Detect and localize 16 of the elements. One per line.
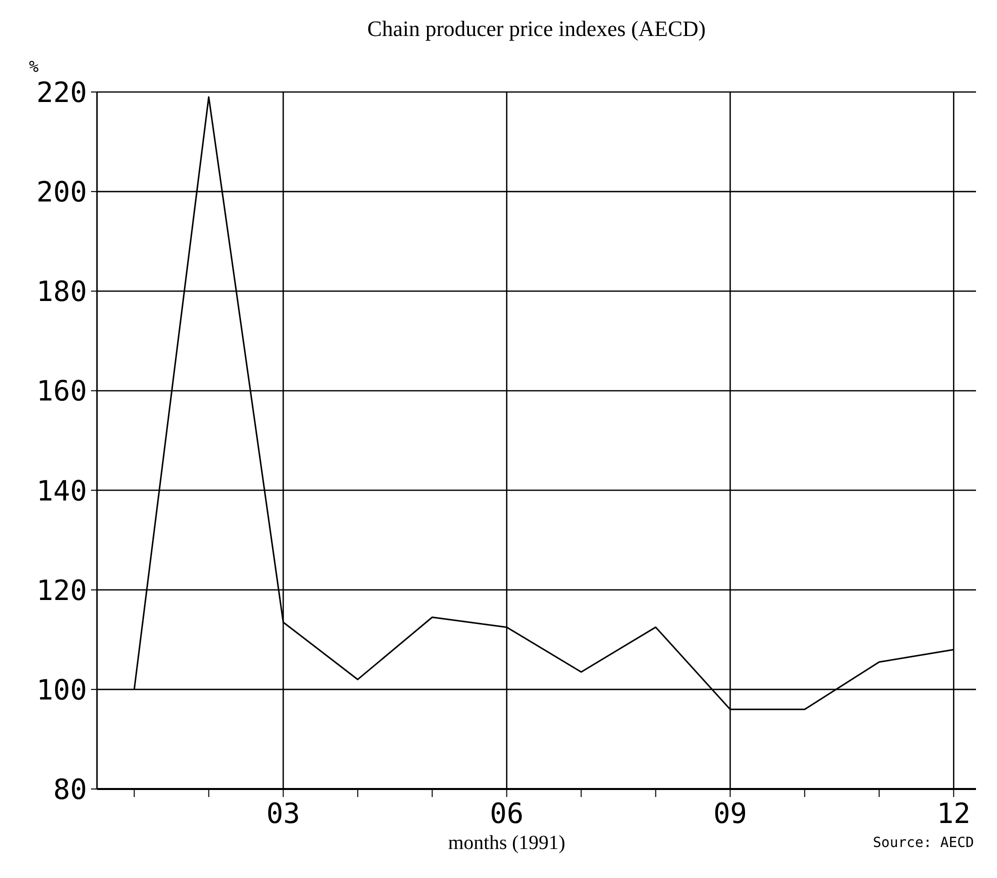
x-tick-label: 03 bbox=[266, 797, 300, 830]
y-tick-label: 140 bbox=[36, 474, 87, 508]
x-tick-label: 06 bbox=[490, 797, 524, 830]
chart-title: Chain producer price indexes (AECD) bbox=[367, 16, 706, 41]
y-tick-label: 100 bbox=[36, 673, 87, 706]
source-note: Source: AECD bbox=[872, 835, 974, 851]
y-tick-label: 80 bbox=[53, 773, 87, 806]
x-axis-title: months (1991) bbox=[448, 832, 566, 854]
y-tick-label: 220 bbox=[36, 76, 87, 109]
y-axis-title: % bbox=[29, 57, 39, 76]
x-tick-label: 12 bbox=[936, 797, 971, 830]
y-tick-label: 180 bbox=[36, 275, 87, 308]
y-tick-label: 200 bbox=[36, 176, 87, 209]
y-tick-label: 120 bbox=[36, 574, 87, 607]
x-tick-label: 09 bbox=[713, 797, 748, 830]
y-tick-label: 160 bbox=[36, 374, 87, 408]
